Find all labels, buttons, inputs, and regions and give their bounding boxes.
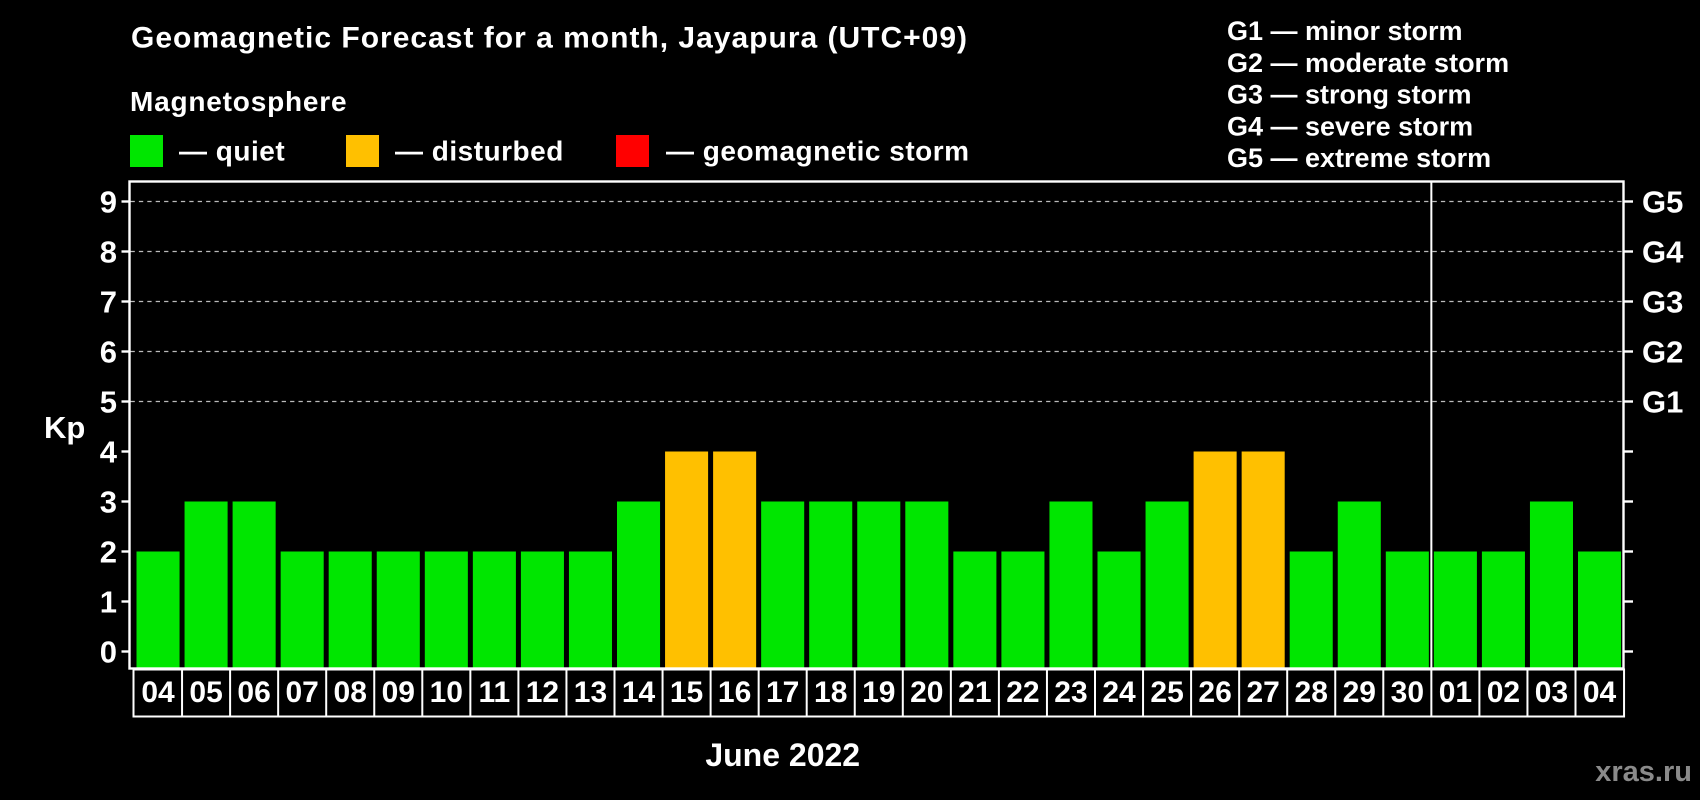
svg-text:30: 30 (1391, 676, 1424, 709)
svg-text:28: 28 (1295, 676, 1328, 709)
svg-text:Geomagnetic Forecast for a mon: Geomagnetic Forecast for a month, Jayapu… (131, 22, 968, 55)
svg-text:02: 02 (1487, 676, 1520, 709)
svg-text:Kp: Kp (44, 410, 85, 445)
svg-text:G1: G1 (1642, 385, 1683, 420)
svg-text:— quiet: — quiet (179, 136, 285, 167)
svg-text:G5: G5 (1642, 185, 1683, 220)
svg-text:07: 07 (285, 676, 318, 709)
svg-text:24: 24 (1102, 676, 1136, 709)
svg-text:19: 19 (862, 676, 895, 709)
svg-text:18: 18 (814, 676, 847, 709)
svg-text:June 2022: June 2022 (705, 737, 860, 773)
svg-text:2: 2 (100, 535, 117, 570)
svg-text:04: 04 (141, 676, 175, 709)
svg-text:04: 04 (1583, 676, 1617, 709)
svg-text:G4 — severe storm: G4 — severe storm (1227, 111, 1473, 141)
svg-text:08: 08 (334, 676, 367, 709)
svg-text:15: 15 (670, 676, 703, 709)
svg-text:29: 29 (1343, 676, 1376, 709)
svg-text:G1 — minor storm: G1 — minor storm (1227, 16, 1463, 46)
svg-text:14: 14 (622, 676, 656, 709)
svg-text:3: 3 (100, 485, 117, 520)
svg-text:25: 25 (1150, 676, 1183, 709)
svg-text:01: 01 (1439, 676, 1472, 709)
svg-text:— disturbed: — disturbed (395, 136, 564, 167)
svg-text:G3 — strong storm: G3 — strong storm (1227, 80, 1472, 110)
svg-text:5: 5 (100, 385, 117, 420)
svg-text:03: 03 (1535, 676, 1568, 709)
svg-text:G2 — moderate storm: G2 — moderate storm (1227, 48, 1509, 78)
svg-text:G5 — extreme storm: G5 — extreme storm (1227, 143, 1491, 173)
svg-text:13: 13 (574, 676, 607, 709)
svg-text:4: 4 (100, 435, 118, 470)
svg-text:17: 17 (766, 676, 799, 709)
svg-text:G4: G4 (1642, 235, 1684, 270)
svg-text:G3: G3 (1642, 285, 1683, 320)
svg-text:11: 11 (479, 676, 511, 709)
svg-text:06: 06 (237, 676, 270, 709)
svg-text:21: 21 (958, 676, 991, 709)
svg-text:G2: G2 (1642, 335, 1683, 370)
svg-text:6: 6 (100, 335, 117, 370)
svg-text:— geomagnetic storm: — geomagnetic storm (666, 136, 970, 167)
svg-text:05: 05 (189, 676, 222, 709)
svg-text:23: 23 (1054, 676, 1087, 709)
svg-text:9: 9 (100, 185, 117, 220)
svg-text:16: 16 (718, 676, 751, 709)
svg-text:20: 20 (910, 676, 943, 709)
svg-text:09: 09 (382, 676, 415, 709)
svg-text:26: 26 (1198, 676, 1231, 709)
svg-text:22: 22 (1006, 676, 1039, 709)
svg-text:27: 27 (1246, 676, 1279, 709)
svg-text:xras.ru: xras.ru (1595, 756, 1692, 788)
svg-text:10: 10 (430, 676, 463, 709)
svg-text:Magnetosphere: Magnetosphere (130, 86, 347, 117)
svg-text:12: 12 (526, 676, 559, 709)
svg-text:8: 8 (100, 235, 117, 270)
svg-text:0: 0 (100, 635, 117, 670)
svg-text:1: 1 (100, 585, 117, 620)
svg-text:7: 7 (100, 285, 117, 320)
